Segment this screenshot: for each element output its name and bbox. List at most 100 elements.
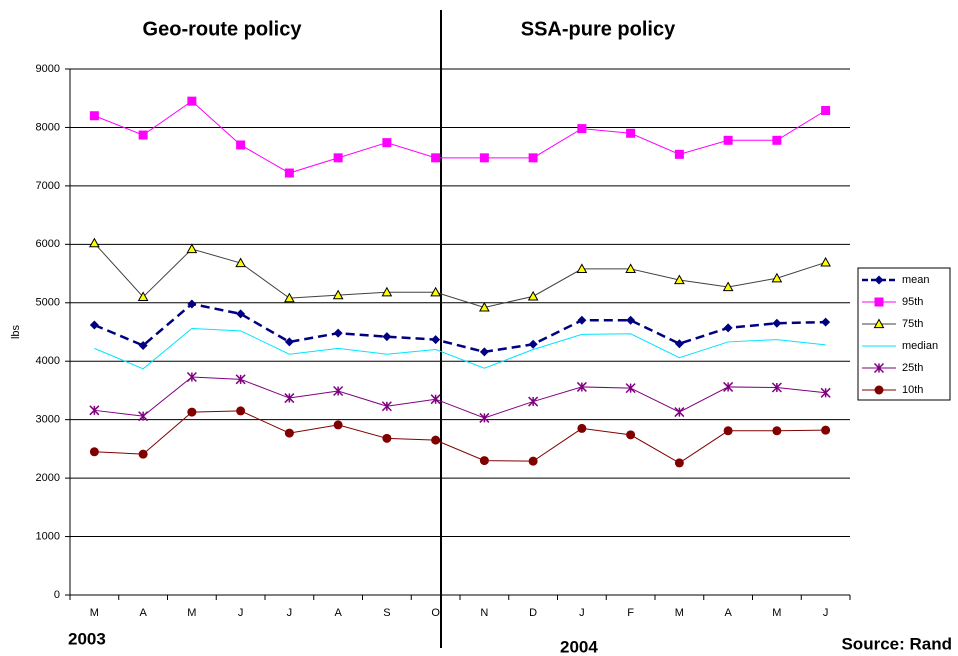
marker	[236, 140, 246, 150]
marker	[187, 96, 197, 106]
marker	[333, 385, 344, 397]
marker	[479, 301, 490, 312]
marker	[528, 339, 538, 349]
marker	[625, 383, 636, 394]
x-tick-label: A	[724, 607, 732, 619]
marker	[187, 299, 197, 309]
series-line	[94, 410, 826, 464]
marker	[821, 105, 831, 115]
marker	[479, 456, 489, 466]
y-tick-label: 5000	[36, 297, 60, 309]
legend-box	[857, 267, 951, 401]
marker	[528, 153, 538, 163]
marker	[771, 272, 783, 283]
marker	[723, 323, 733, 333]
marker	[626, 128, 636, 138]
marker	[626, 430, 636, 440]
marker	[235, 374, 246, 385]
marker	[723, 426, 733, 436]
year-label: 2003	[68, 629, 106, 648]
y-tick-label: 9000	[36, 63, 60, 75]
marker	[431, 335, 441, 345]
x-tick-label: O	[431, 607, 440, 619]
marker	[479, 347, 489, 357]
y-tick-label: 6000	[36, 238, 60, 250]
marker	[821, 425, 831, 435]
marker	[284, 428, 294, 438]
marker	[138, 130, 148, 140]
marker	[674, 339, 684, 349]
marker	[528, 396, 539, 407]
marker	[577, 124, 587, 134]
marker	[722, 281, 734, 292]
marker	[431, 153, 441, 163]
y-tick-label: 3000	[36, 414, 60, 426]
marker	[820, 387, 831, 398]
source-note: Source: Rand	[841, 634, 952, 653]
marker	[430, 286, 441, 297]
y-tick-label: 4000	[36, 355, 60, 367]
marker	[89, 111, 99, 121]
series-line	[93, 302, 826, 354]
marker	[674, 149, 684, 159]
marker	[576, 381, 587, 392]
marker	[89, 447, 99, 457]
marker	[430, 394, 441, 405]
marker	[284, 393, 295, 404]
marker	[626, 315, 636, 325]
marker	[333, 153, 343, 163]
marker	[874, 297, 884, 307]
marker	[625, 263, 636, 273]
marker	[381, 401, 392, 412]
marker	[332, 289, 344, 300]
x-tick-label: M	[90, 607, 99, 619]
marker	[577, 423, 587, 433]
marker	[236, 406, 246, 416]
x-tick-label: M	[772, 607, 781, 619]
marker	[138, 411, 149, 422]
marker	[89, 237, 100, 248]
marker	[137, 291, 149, 302]
marker	[772, 135, 782, 145]
chart-title: SSA-pure policy	[521, 18, 676, 40]
legend-label: 25th	[902, 362, 923, 374]
x-tick-label: A	[334, 607, 342, 619]
x-tick-label: N	[480, 607, 488, 619]
y-tick-label: 7000	[36, 180, 60, 192]
x-tick-label: J	[287, 607, 293, 619]
legend-label: 95th	[902, 296, 923, 308]
marker	[527, 290, 539, 301]
series-line	[94, 376, 826, 419]
y-axis-label: lbs	[10, 324, 22, 339]
marker	[821, 317, 831, 327]
series-line	[94, 242, 826, 308]
marker	[187, 407, 197, 417]
marker	[528, 456, 538, 466]
marker	[674, 458, 684, 468]
legend-label: 75th	[902, 318, 923, 330]
marker	[431, 435, 441, 445]
marker	[577, 315, 587, 325]
y-tick-label: 8000	[36, 121, 60, 133]
series-line	[94, 327, 826, 370]
y-tick-label: 2000	[36, 472, 60, 484]
x-tick-label: J	[823, 607, 829, 619]
x-tick-label: J	[238, 607, 244, 619]
marker	[235, 257, 246, 268]
marker	[723, 135, 733, 145]
marker	[382, 138, 392, 148]
marker	[771, 382, 782, 393]
marker	[186, 371, 197, 383]
marker	[284, 292, 295, 303]
x-tick-label: A	[139, 607, 147, 619]
marker	[479, 412, 490, 423]
marker	[284, 168, 294, 178]
marker	[874, 385, 884, 395]
marker	[236, 309, 246, 319]
marker	[333, 328, 343, 338]
chart-title: Geo-route policy	[143, 18, 303, 40]
series-line	[94, 100, 826, 174]
marker	[89, 405, 100, 416]
marker	[284, 337, 294, 347]
